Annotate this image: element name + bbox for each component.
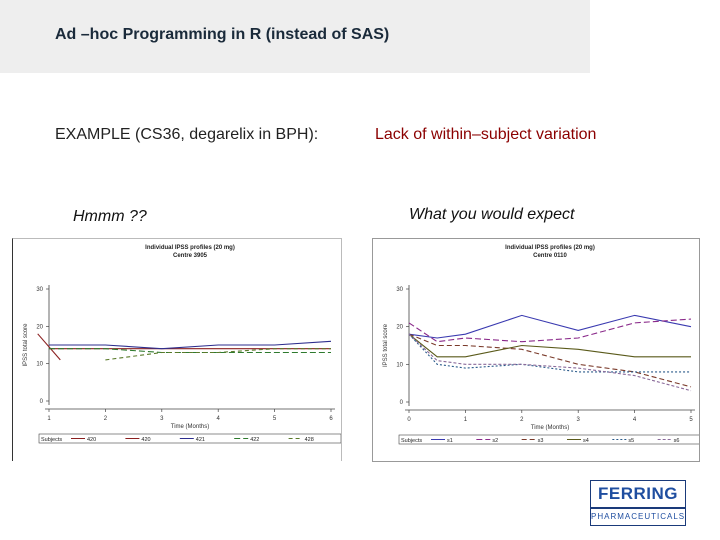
- variation-subtitle: Lack of within–subject variation: [375, 126, 597, 143]
- series-line: [408, 314, 692, 339]
- legend-entry: s6: [674, 438, 680, 444]
- x-tick-label: 0: [407, 417, 411, 423]
- series-line: [408, 333, 692, 388]
- legend-entry: 421: [196, 437, 205, 443]
- y-tick-label: 10: [396, 362, 403, 368]
- legend-entry: s4: [583, 438, 589, 444]
- y-axis-label: IPSS total score: [383, 323, 389, 367]
- y-tick-label: 10: [36, 362, 43, 368]
- right-caption: What you would expect: [409, 206, 575, 223]
- series-line: [408, 333, 691, 358]
- legend-entry: 420: [87, 437, 96, 443]
- x-tick-label: 6: [329, 416, 333, 422]
- x-axis-label: Time (Months): [171, 424, 209, 430]
- x-tick-label: 2: [104, 416, 108, 422]
- y-tick-label: 0: [400, 400, 404, 406]
- series-line: [105, 348, 331, 361]
- x-tick-label: 5: [689, 417, 693, 423]
- x-tick-label: 3: [160, 416, 164, 422]
- ferring-logo: FERRING PHARMACEUTICALS: [590, 480, 686, 526]
- x-axis-label: Time (Months): [531, 425, 569, 431]
- y-tick-label: 20: [36, 324, 43, 330]
- y-axis-label: IPSS total score: [23, 323, 29, 367]
- y-tick-label: 30: [396, 287, 403, 293]
- x-tick-label: 5: [273, 416, 277, 422]
- legend-box: [398, 434, 699, 445]
- series-line: [408, 318, 692, 343]
- x-tick-label: 4: [217, 416, 221, 422]
- legend-label: Subjects: [401, 438, 422, 444]
- slide-title: Ad –hoc Programming in R (instead of SAS…: [55, 26, 390, 43]
- legend-entry: s1: [447, 438, 453, 444]
- left-caption: Hmmm ??: [73, 208, 147, 225]
- series-line: [49, 348, 331, 354]
- legend-entry: s5: [628, 438, 634, 444]
- series-line: [408, 333, 691, 373]
- chart-panel-left: Individual IPSS profiles (20 mg) Centre 3…: [12, 238, 342, 461]
- y-tick-label: 30: [36, 287, 43, 293]
- x-tick-label: 3: [577, 417, 581, 423]
- legend-entry: 422: [250, 437, 259, 443]
- y-tick-label: 0: [40, 399, 44, 405]
- series-line: [37, 333, 61, 361]
- x-tick-label: 4: [633, 417, 637, 423]
- legend-entry: 420: [141, 437, 150, 443]
- legend-entry: s3: [538, 438, 544, 444]
- logo-tagline: PHARMACEUTICALS: [591, 512, 686, 521]
- legend-entry: 428: [305, 437, 314, 443]
- x-tick-label: 1: [464, 417, 468, 423]
- chart-title: Individual IPSS profiles (20 mg): [145, 245, 235, 251]
- x-tick-label: 2: [520, 417, 524, 423]
- chart-title: Individual IPSS profiles (20 mg): [505, 245, 595, 251]
- chart-subtitle: Centre 3905: [173, 253, 208, 259]
- legend-entry: s2: [492, 438, 498, 444]
- legend-label: Subjects: [41, 437, 62, 443]
- example-subtitle: EXAMPLE (CS36, degarelix in BPH):: [55, 126, 319, 143]
- series-line: [408, 333, 692, 392]
- chart-left: Individual IPSS profiles (20 mg) Centre 3…: [23, 245, 341, 444]
- legend-box: [38, 433, 341, 444]
- series-line: [49, 340, 332, 350]
- logo-wordmark: FERRING: [591, 481, 685, 509]
- title-bar: Ad –hoc Programming in R (instead of SAS…: [0, 0, 590, 73]
- x-tick-label: 1: [47, 416, 51, 422]
- chart-subtitle: Centre 0110: [533, 253, 567, 259]
- chart-right: Individual IPSS profiles (20 mg) Centre 0…: [383, 245, 699, 445]
- chart-panel-right: Individual IPSS profiles (20 mg) Centre 0…: [372, 238, 700, 462]
- y-tick-label: 20: [396, 325, 403, 331]
